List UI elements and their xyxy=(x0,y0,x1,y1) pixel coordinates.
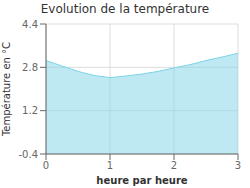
svg-text:2.8: 2.8 xyxy=(22,62,38,73)
svg-text:0: 0 xyxy=(43,160,49,171)
svg-text:Température en °C: Température en °C xyxy=(8,42,12,137)
svg-text:heure par heure: heure par heure xyxy=(96,175,187,186)
svg-text:-0.4: -0.4 xyxy=(18,149,38,160)
svg-text:2: 2 xyxy=(171,160,177,171)
svg-text:4.4: 4.4 xyxy=(22,19,38,30)
html-text:Evolution de la température: Evolution de la température xyxy=(40,2,210,16)
svg-text:1: 1 xyxy=(107,160,113,171)
svg-text:1.2: 1.2 xyxy=(22,105,38,116)
svg-text:3: 3 xyxy=(235,160,241,171)
